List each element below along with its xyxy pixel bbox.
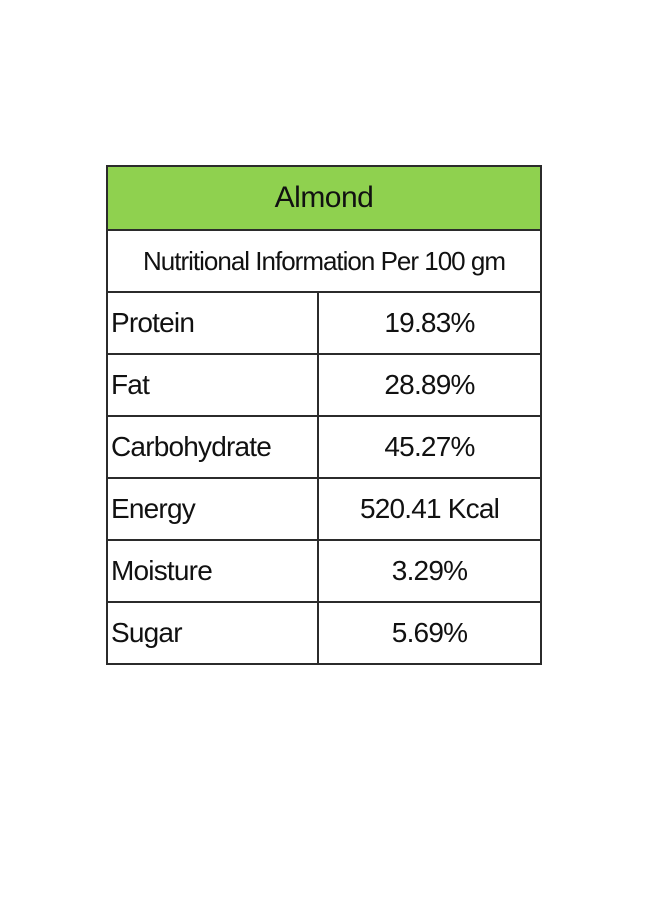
table-row-protein: Protein 19.83% [106,291,542,355]
nutrient-value: 45.27% [317,415,542,479]
nutrient-label: Energy [106,477,319,541]
table-row-moisture: Moisture 3.29% [106,539,542,603]
nutrient-label: Fat [106,353,319,417]
table-row-sugar: Sugar 5.69% [106,601,542,665]
nutrient-label: Sugar [106,601,319,665]
nutrient-value: 19.83% [317,291,542,355]
table-row-carbohydrate: Carbohydrate 45.27% [106,415,542,479]
table-row-energy: Energy 520.41 Kcal [106,477,542,541]
nutrition-table: Almond Nutritional Information Per 100 g… [106,165,542,665]
table-row-fat: Fat 28.89% [106,353,542,417]
nutrient-label: Moisture [106,539,319,603]
nutrient-label: Carbohydrate [106,415,319,479]
nutrient-value: 3.29% [317,539,542,603]
nutrient-value: 520.41 Kcal [317,477,542,541]
subtitle-row: Nutritional Information Per 100 gm [106,229,542,293]
table-subtitle: Nutritional Information Per 100 gm [106,229,542,293]
nutrient-value: 5.69% [317,601,542,665]
nutrient-value: 28.89% [317,353,542,417]
title-row: Almond [106,165,542,231]
nutrient-label: Protein [106,291,319,355]
table-title: Almond [106,165,542,231]
